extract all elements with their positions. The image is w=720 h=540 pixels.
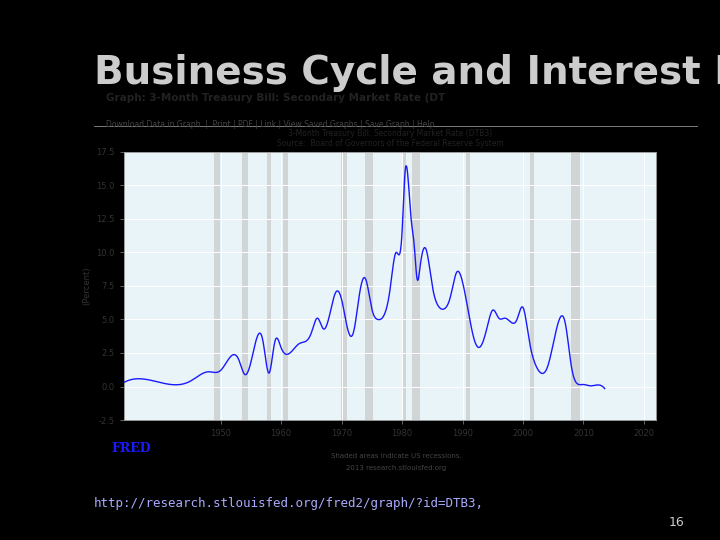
Text: Business Cycle and Interest Rates: Business Cycle and Interest Rates [94,54,720,92]
Bar [571,152,580,420]
Text: Download Data in Graph  |  Print | PDF | Link | View Saved Graphs | Save Graph |: Download Data in Graph | Print | PDF | L… [106,120,434,130]
Text: 2013 research.stlouisfed.org: 2013 research.stlouisfed.org [346,465,446,471]
Y-axis label: (Percent): (Percent) [82,267,91,305]
Text: Graph: 3-Month Treasury Bill: Secondary Market Rate (DT: Graph: 3-Month Treasury Bill: Secondary … [106,93,445,103]
Bar [412,152,420,420]
Bar [214,152,220,420]
Bar [365,152,373,420]
Text: Shaded areas indicate US recessions.: Shaded areas indicate US recessions. [330,454,462,460]
Bar [243,152,248,420]
Bar [402,152,406,420]
Bar [530,152,534,420]
Text: FRED: FRED [112,442,151,456]
Bar [267,152,271,420]
Bar [283,152,288,420]
Bar [466,152,469,420]
Bar [341,152,347,420]
Text: http://research.stlouisfed.org/fred2/graph/?id=DTB3,: http://research.stlouisfed.org/fred2/gra… [94,497,484,510]
Title: 3-Month Treasury Bill: Secondary Market Rate (DTB3)
Source:  Board of Governors : 3-Month Treasury Bill: Secondary Market … [276,129,503,149]
Text: 16: 16 [668,516,684,529]
